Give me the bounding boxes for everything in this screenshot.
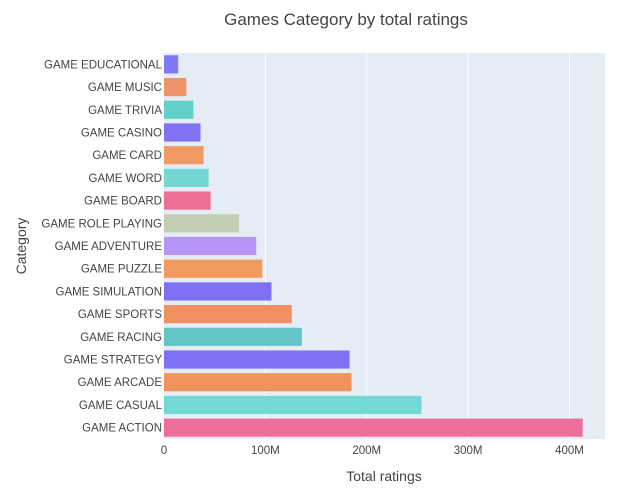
bar bbox=[164, 305, 292, 324]
bar bbox=[164, 146, 204, 165]
x-tick-label: 400M bbox=[555, 445, 584, 457]
bar bbox=[164, 236, 257, 256]
y-tick-label: GAME CARD bbox=[92, 150, 162, 162]
y-tick-label: GAME MUSIC bbox=[88, 82, 162, 94]
y-tick-label: GAME ARCADE bbox=[78, 377, 163, 389]
y-tick-label: GAME ROLE PLAYING bbox=[41, 218, 162, 230]
x-tick-label: 200M bbox=[352, 445, 381, 457]
y-tick-labels: GAME EDUCATIONAL GAME MUSIC GAME TRIVIA GAM… bbox=[41, 59, 162, 434]
bar bbox=[164, 191, 211, 210]
bar bbox=[164, 168, 209, 187]
chart-title: Games Category by total ratings bbox=[224, 10, 468, 29]
bar bbox=[164, 259, 263, 278]
x-tick-labels: 0 100M 200M 300M 400M bbox=[161, 445, 584, 457]
y-tick-label: GAME PUZZLE bbox=[81, 264, 162, 276]
bar bbox=[164, 373, 352, 392]
y-tick-label: GAME ADVENTURE bbox=[55, 241, 163, 253]
bar bbox=[164, 350, 350, 369]
y-tick-label: GAME SIMULATION bbox=[56, 286, 163, 298]
bar bbox=[164, 395, 422, 415]
bar bbox=[164, 100, 194, 119]
bar bbox=[164, 327, 302, 346]
bar bbox=[164, 55, 179, 74]
x-axis-title: Total ratings bbox=[346, 468, 421, 484]
y-tick-label: GAME BOARD bbox=[84, 196, 162, 208]
y-tick-label: GAME CASUAL bbox=[79, 400, 163, 412]
bar bbox=[164, 214, 240, 233]
bar bbox=[164, 418, 583, 437]
x-tick-label: 0 bbox=[161, 445, 167, 457]
bar bbox=[164, 282, 272, 301]
y-tick-label: GAME ACTION bbox=[82, 423, 162, 435]
y-tick-label: GAME CASINO bbox=[81, 127, 162, 139]
x-tick-label: 300M bbox=[454, 445, 483, 457]
x-tick-label: 100M bbox=[251, 445, 280, 457]
y-tick-label: GAME WORD bbox=[89, 173, 162, 185]
y-tick-label: GAME STRATEGY bbox=[64, 355, 163, 367]
y-tick-label: GAME EDUCATIONAL bbox=[44, 59, 163, 71]
bars bbox=[164, 55, 583, 437]
bar bbox=[164, 123, 201, 142]
y-tick-label: GAME TRIVIA bbox=[88, 105, 162, 117]
y-axis-title: Category bbox=[13, 218, 29, 275]
bar bbox=[164, 77, 187, 97]
y-tick-label: GAME RACING bbox=[80, 332, 162, 344]
y-tick-label: GAME SPORTS bbox=[78, 309, 162, 321]
